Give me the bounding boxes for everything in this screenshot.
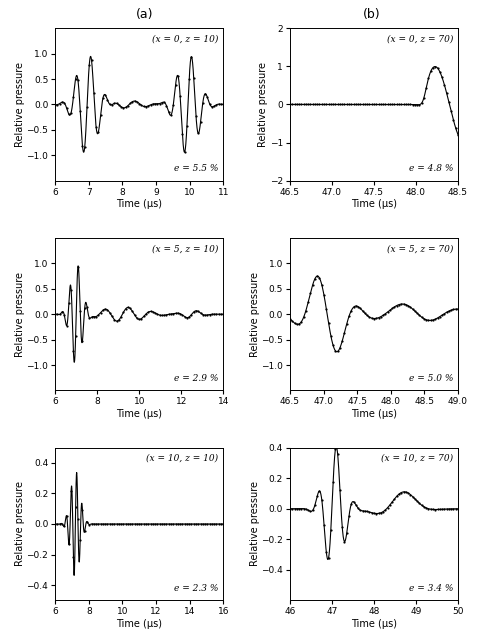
Text: e = 4.8 %: e = 4.8 % [409, 164, 453, 173]
Text: (x = 5, z = 10): (x = 5, z = 10) [152, 244, 218, 253]
Text: (x = 10, z = 10): (x = 10, z = 10) [146, 454, 218, 463]
X-axis label: Time (μs): Time (μs) [116, 409, 162, 419]
Text: (x = 0, z = 70): (x = 0, z = 70) [386, 34, 453, 43]
Text: (x = 5, z = 70): (x = 5, z = 70) [386, 244, 453, 253]
Text: e = 5.0 %: e = 5.0 % [409, 374, 453, 383]
Y-axis label: Relative pressure: Relative pressure [15, 62, 25, 147]
Y-axis label: Relative pressure: Relative pressure [15, 272, 25, 357]
X-axis label: Time (μs): Time (μs) [116, 200, 162, 209]
Text: e = 2.3 %: e = 2.3 % [174, 583, 218, 592]
Text: (x = 10, z = 70): (x = 10, z = 70) [381, 454, 453, 463]
Y-axis label: Relative pressure: Relative pressure [15, 482, 25, 567]
Text: (a): (a) [136, 8, 154, 21]
Y-axis label: Relative pressure: Relative pressure [250, 272, 260, 357]
Text: e = 5.5 %: e = 5.5 % [174, 164, 218, 173]
Text: e = 2.9 %: e = 2.9 % [174, 374, 218, 383]
Y-axis label: Relative pressure: Relative pressure [250, 482, 260, 567]
Text: e = 3.4 %: e = 3.4 % [409, 583, 453, 592]
X-axis label: Time (μs): Time (μs) [351, 200, 397, 209]
Text: (b): (b) [363, 8, 381, 21]
X-axis label: Time (μs): Time (μs) [351, 619, 397, 629]
X-axis label: Time (μs): Time (μs) [116, 619, 162, 629]
X-axis label: Time (μs): Time (μs) [351, 409, 397, 419]
Text: (x = 0, z = 10): (x = 0, z = 10) [152, 34, 218, 43]
Y-axis label: Relative pressure: Relative pressure [258, 62, 269, 147]
